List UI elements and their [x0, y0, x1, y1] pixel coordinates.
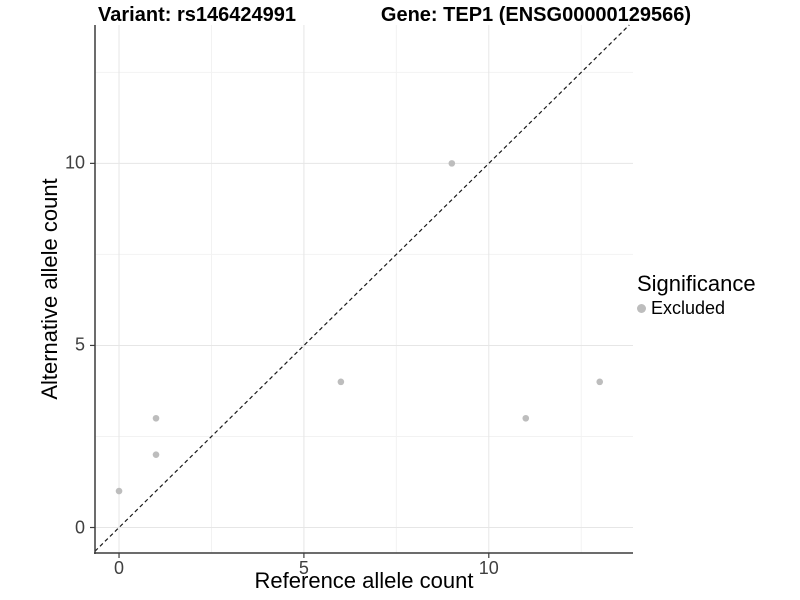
- y-tick-label: 0: [74, 517, 85, 537]
- legend-point-icon: [637, 303, 646, 313]
- x-tick-label: 0: [114, 558, 125, 578]
- y-tick-label: 5: [74, 334, 85, 355]
- x-axis-label: Reference allele count: [254, 568, 474, 593]
- identity-dashed-line: [94, 24, 630, 552]
- data-point: [522, 414, 530, 422]
- gene-title: Gene: TEP1 (ENSG00000129566): [380, 4, 692, 26]
- data-point: [448, 160, 456, 167]
- x-tick-label: 5: [298, 558, 309, 578]
- legend-title: Significance: [637, 271, 756, 296]
- data-point: [115, 487, 123, 495]
- y-tick-label: 10: [64, 152, 85, 173]
- data-point: [596, 378, 604, 386]
- data-point: [152, 451, 160, 458]
- legend: Significance Excluded: [637, 272, 756, 319]
- x-tick-label: 10: [478, 558, 499, 578]
- data-point: [337, 378, 345, 386]
- variant-title: Variant: rs146424991: [98, 4, 296, 26]
- legend-item-excluded: Excluded: [637, 297, 756, 319]
- data-point: [152, 414, 160, 422]
- legend-item-label: Excluded: [651, 298, 726, 318]
- y-axis-label: Alternative allele count: [37, 178, 62, 400]
